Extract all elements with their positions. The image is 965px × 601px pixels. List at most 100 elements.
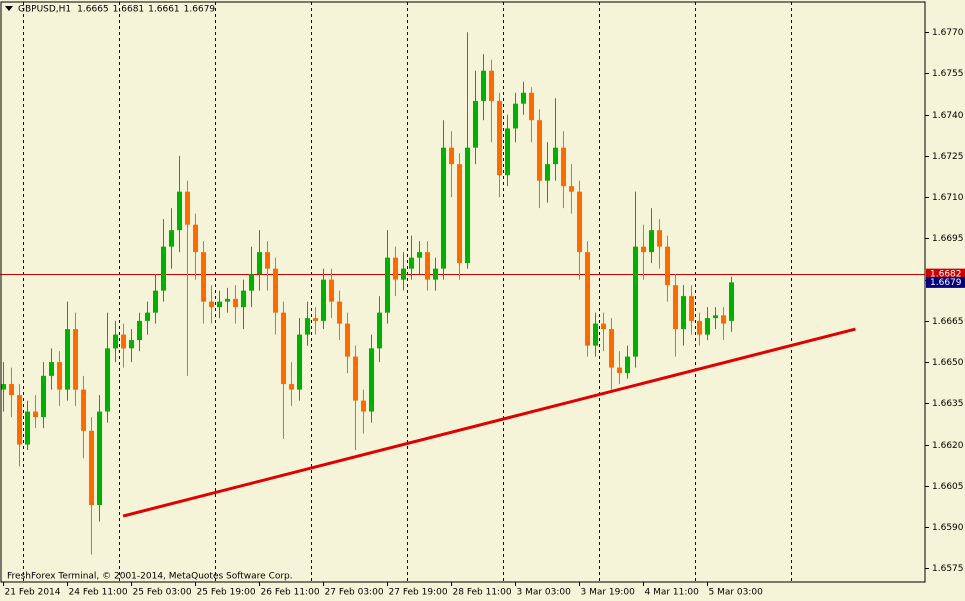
candle-body [625,356,630,374]
y-tick-label: 1.6605 [932,482,964,492]
candle-body [25,411,30,445]
y-tick-label: 1.6665 [932,317,964,327]
candle-body [361,400,366,412]
candle-body [657,230,662,247]
x-tick-label: 25 Feb 03:00 [133,588,192,598]
price-line-tag-bg [926,268,965,280]
y-tick-label: 1.6710 [932,193,964,203]
candle-body [257,252,262,275]
candle-body [297,334,302,390]
candle-body [497,100,502,176]
candle-body [49,362,54,376]
plot-area [0,2,925,582]
candle-body [305,318,310,335]
candle-body [209,301,214,308]
candle-body [721,315,726,324]
candle-body [153,290,158,313]
candle-body [633,246,638,357]
candle-body [601,323,606,330]
last-price-tag-bg [926,276,965,288]
candle-body [681,296,686,330]
y-tick-label: 1.6755 [932,69,964,79]
candle-body [9,384,14,396]
y-tick-label: 1.6695 [932,234,964,244]
candle-body [609,329,614,368]
y-tick-label: 1.6725 [932,152,964,162]
candle-body [649,230,654,253]
header-value: 1.6665 [77,5,109,15]
candle-body [177,191,182,231]
candle-body [281,312,286,385]
last-price-tag: 1.6679 [930,278,962,288]
candle-body [409,257,414,269]
candle-body [345,323,350,357]
candle-body [337,301,342,324]
candle-body [697,320,702,335]
candle-body [545,164,550,181]
candle-body [425,252,430,280]
x-tick-label: 28 Feb 11:00 [453,588,512,598]
header-value: 1.6679 [184,5,216,15]
candle-body [481,70,486,101]
header-value: 1.6661 [148,5,180,15]
chart-title: GBPUSD,H1 [18,5,71,15]
candle-body [617,367,622,374]
candle-body [489,70,494,101]
candle-body [201,252,206,302]
candle-body [449,147,454,165]
y-tick-label: 1.6620 [932,441,964,451]
candle-body [457,164,462,264]
candle-body [129,340,134,349]
candle-body [329,279,334,302]
candle-body [169,230,174,247]
candle-body [33,411,38,418]
candle-body [97,411,102,506]
candle-body [105,348,110,412]
candle-body [537,120,542,181]
candle-body [553,147,558,165]
candle-body [81,389,86,431]
candle-body [369,348,374,412]
plot-frame [0,1,926,583]
candle-body [121,334,126,349]
candle-body [585,252,590,346]
candle-body [729,282,734,321]
candle-body [561,147,566,187]
candle-body [233,298,238,308]
candle-body [353,356,358,401]
candle-body [465,147,470,264]
candle-body [225,298,230,302]
candle-body [417,252,422,258]
candle-body [73,329,78,390]
candle-body [273,268,278,313]
candle-body [289,384,294,390]
x-tick-label: 24 Feb 11:00 [69,588,128,598]
x-tick-label: 3 Mar 19:00 [581,588,636,598]
y-tick-label: 1.6650 [932,358,964,368]
candle-body [593,323,598,346]
candle-body [521,92,526,104]
candle-body [713,315,718,319]
candle-body [185,191,190,225]
candle-body [321,279,326,321]
candle-body [113,334,118,349]
candle-body [313,318,318,321]
x-tick-label: 21 Feb 2014 [5,588,61,598]
candle-body [241,290,246,308]
candle-body [17,395,22,445]
candle-body [1,384,6,390]
trendline [122,327,856,518]
footer-text: FreshForex Terminal, © 2001-2014, MetaQu… [7,572,293,582]
candle-body [161,246,166,291]
menu-icon [5,6,13,11]
candle-body [433,268,438,280]
x-tick-label: 27 Feb 19:00 [389,588,448,598]
candle-body [265,252,270,269]
x-tick-label: 26 Feb 11:00 [261,588,320,598]
candle-body [377,312,382,349]
candle-body [705,318,710,335]
x-tick-label: 3 Mar 03:00 [517,588,572,598]
candle-body [89,430,94,506]
y-tick-label: 1.6740 [932,111,964,121]
